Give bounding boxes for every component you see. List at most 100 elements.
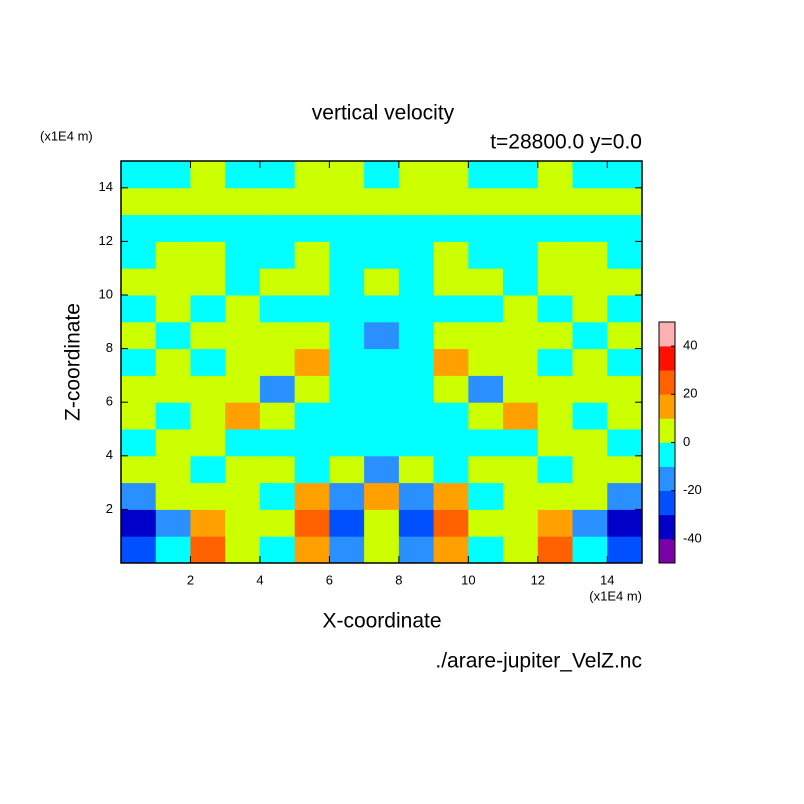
colorbar-band: [659, 418, 675, 443]
contour-cell: [259, 321, 296, 350]
contour-cell: [398, 241, 435, 269]
contour-cell: [398, 429, 435, 457]
contour-cell: [364, 241, 400, 269]
contour-cell: [121, 295, 157, 323]
contour-cell: [433, 214, 469, 242]
contour-cell: [572, 187, 608, 216]
contour-cell: [398, 455, 435, 484]
contour-cell: [329, 161, 365, 189]
x-tick-label: 10: [461, 572, 475, 587]
contour-cell: [398, 268, 435, 296]
contour-cell: [468, 402, 504, 430]
contour-cell: [537, 455, 574, 484]
contour-cell: [259, 161, 296, 189]
contour-cell: [259, 187, 296, 216]
contour-cell: [468, 429, 504, 457]
contour-cell: [121, 482, 157, 510]
contour-cell: [364, 348, 400, 376]
contour-cell: [294, 402, 330, 430]
x-unit: (x1E4 m): [589, 588, 642, 603]
contour-cell: [607, 214, 643, 242]
colorbar-band: [659, 538, 675, 564]
contour-cell: [468, 241, 504, 269]
contour-cell: [155, 348, 191, 376]
contour-cell: [121, 268, 157, 296]
x-tick-label: 4: [256, 572, 263, 587]
contour-cell: [225, 375, 261, 403]
contour-cell: [121, 214, 157, 242]
contour-cell: [468, 187, 504, 216]
contour-cell: [225, 214, 261, 242]
contour-cell: [364, 536, 400, 564]
contour-cell: [607, 348, 643, 376]
colorbar-tick-label: -40: [683, 530, 702, 545]
contour-cell: [572, 482, 608, 510]
x-tick-label: 2: [187, 572, 194, 587]
contour-cell: [607, 455, 643, 484]
contour-cell: [329, 455, 365, 484]
contour-cell: [155, 187, 191, 216]
contour-cell: [329, 536, 365, 564]
contour-cell: [294, 536, 330, 564]
contour-cell: [329, 375, 365, 403]
contour-cell: [190, 161, 226, 189]
contour-cell: [398, 214, 435, 242]
contour-cell: [364, 161, 400, 189]
contour-cell: [572, 375, 608, 403]
contour-cell: [537, 482, 574, 510]
contour-cell: [155, 295, 191, 323]
contour-cell: [607, 509, 643, 537]
contour-cell: [259, 429, 296, 457]
contour-cell: [155, 509, 191, 537]
contour-cell: [537, 214, 574, 242]
contour-cell: [259, 241, 296, 269]
contour-cell: [155, 268, 191, 296]
colorbar-band: [659, 490, 675, 516]
colorbar-band: [659, 514, 675, 540]
contour-cell: [121, 536, 157, 564]
contour-cell: [121, 161, 157, 189]
contour-cell: [572, 348, 608, 376]
contour-cell: [329, 241, 365, 269]
contour-cell: [433, 482, 469, 510]
colorbar-band: [659, 394, 675, 419]
contour-cell: [537, 268, 574, 296]
contour-cell: [329, 295, 365, 323]
contour-cell: [225, 509, 261, 537]
contour-cell: [503, 455, 539, 484]
contour-cell: [364, 509, 400, 537]
colorbar-tick-label: 20: [683, 386, 697, 401]
contour-cell: [225, 161, 261, 189]
contour-cell: [121, 321, 157, 350]
contour-cell: [433, 321, 469, 350]
contour-cell: [537, 187, 574, 216]
contour-cell: [572, 429, 608, 457]
contour-cell: [398, 375, 435, 403]
contour-cell: [433, 161, 469, 189]
contour-cell: [537, 509, 574, 537]
contour-cell: [503, 536, 539, 564]
contour-cell: [468, 455, 504, 484]
contour-cell: [225, 241, 261, 269]
contour-cell: [364, 268, 400, 296]
contour-cell: [607, 268, 643, 296]
contour-cell: [121, 402, 157, 430]
contour-cell: [503, 161, 539, 189]
colorbar-tick-label: -20: [683, 482, 702, 497]
contour-cell: [503, 375, 539, 403]
contour-cell: [503, 295, 539, 323]
y-unit: (x1E4 m): [40, 128, 93, 143]
colorbar-tick-label: 0: [683, 434, 690, 449]
contour-cell: [329, 482, 365, 510]
contour-cell: [190, 536, 226, 564]
contour-cell: [294, 241, 330, 269]
contour-cell: [503, 214, 539, 242]
contour-cell: [329, 214, 365, 242]
contour-cell: [572, 455, 608, 484]
contour-cell: [294, 429, 330, 457]
contour-cell: [121, 375, 157, 403]
contour-cell: [190, 268, 226, 296]
contour-cell: [225, 348, 261, 376]
contour-cell: [433, 268, 469, 296]
